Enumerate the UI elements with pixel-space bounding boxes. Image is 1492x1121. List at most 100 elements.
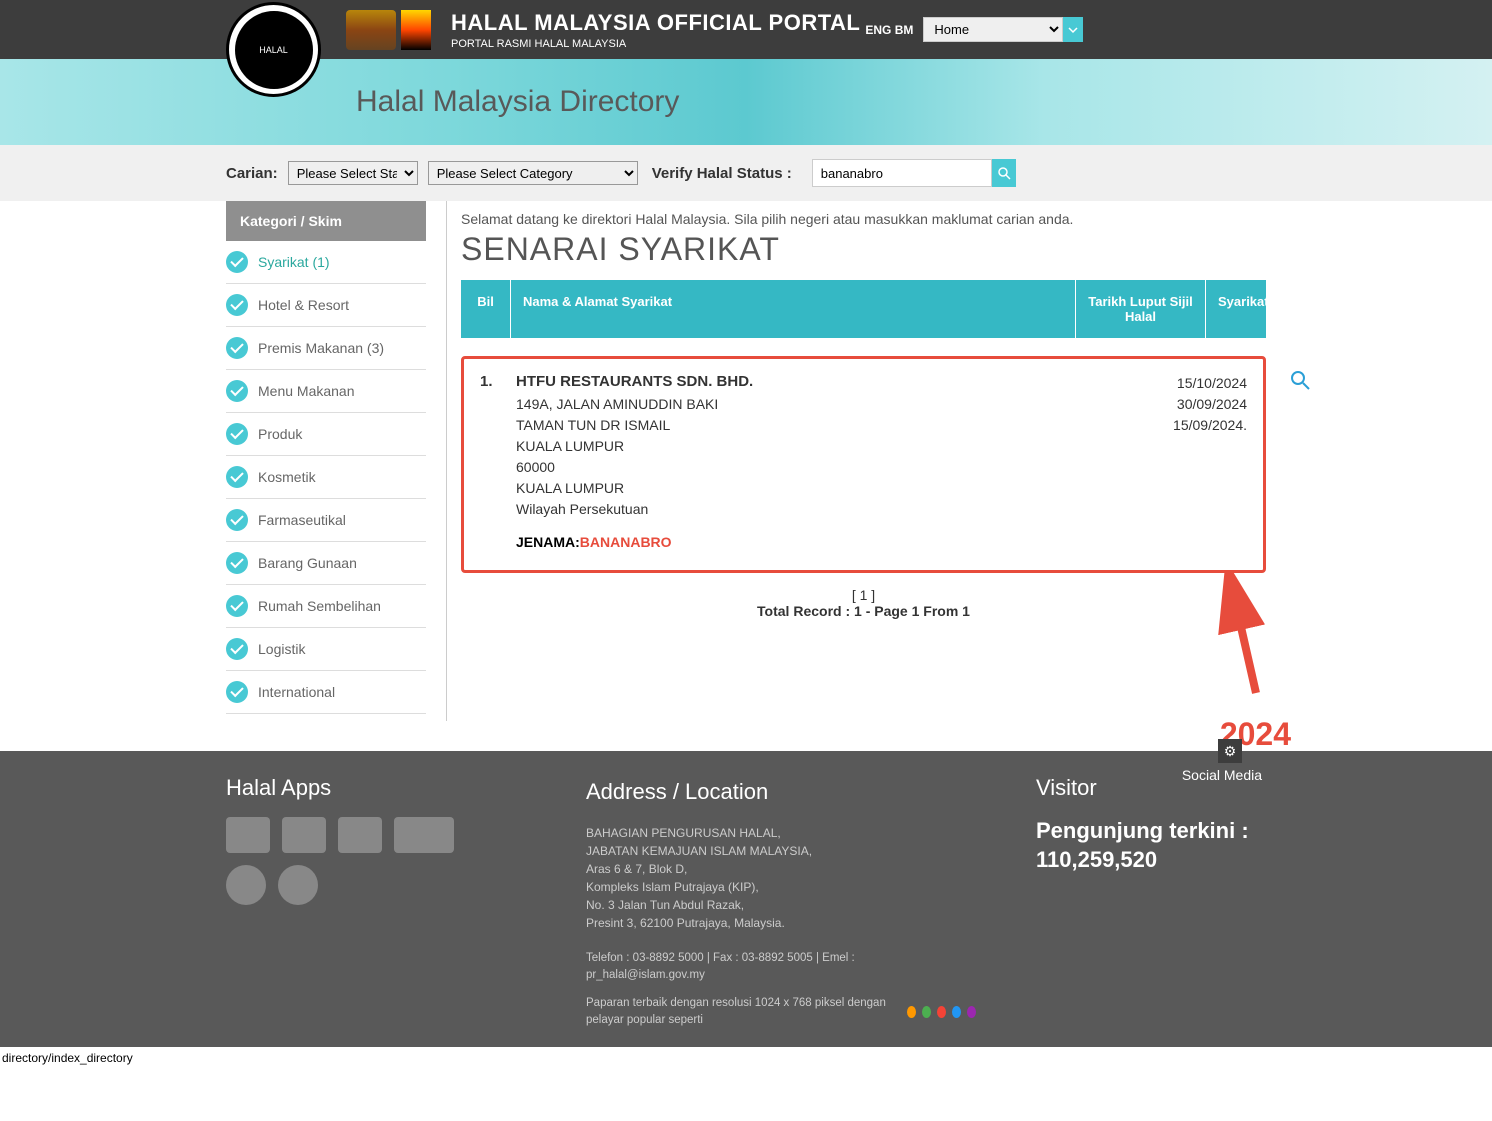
lang-bm-link[interactable]: BM: [895, 23, 914, 37]
portal-subtitle: PORTAL RASMI HALAL MALAYSIA: [451, 38, 860, 50]
sidebar-item-label: Logistik: [258, 641, 305, 657]
sidebar-item-rumah[interactable]: Rumah Sembelihan: [226, 585, 426, 628]
coat-of-arms-icon: [346, 10, 396, 50]
settings-gear-button[interactable]: ⚙: [1218, 739, 1242, 763]
check-icon: [226, 595, 248, 617]
check-icon: [226, 380, 248, 402]
browser-line: Paparan terbaik dengan resolusi 1024 x 7…: [586, 995, 976, 1030]
check-icon: [226, 251, 248, 273]
verify-label: Verify Halal Status :: [652, 165, 792, 182]
sidebar-item-menu[interactable]: Menu Makanan: [226, 370, 426, 413]
sidebar-item-label: Hotel & Resort: [258, 297, 349, 313]
page-heading: SENARAI SYARIKAT: [461, 231, 1266, 268]
footer: ⚙ Social Media Halal Apps Address / Loca…: [0, 751, 1492, 1047]
browser-icon: [922, 1006, 931, 1018]
check-icon: [226, 337, 248, 359]
gear-icon: ⚙: [1224, 743, 1237, 760]
halal-apps-title: Halal Apps: [226, 775, 526, 801]
check-icon: [226, 294, 248, 316]
search-bar: Carian: Please Select State Please Selec…: [0, 145, 1492, 201]
hero-title: Halal Malaysia Directory: [356, 85, 679, 119]
language-switcher: ENG BM: [865, 23, 913, 37]
state-select[interactable]: Please Select State: [288, 161, 418, 185]
app-icon[interactable]: [338, 817, 382, 853]
sidebar-item-label: International: [258, 684, 335, 700]
check-icon: [226, 681, 248, 703]
search-label: Carian:: [226, 165, 278, 182]
brand-line: JENAMA:BANANABRO: [516, 534, 1127, 550]
welcome-text: Selamat datang ke direktori Halal Malays…: [461, 211, 1266, 227]
search-icon: [997, 166, 1011, 180]
sidebar-item-farmaseutikal[interactable]: Farmaseutikal: [226, 499, 426, 542]
browser-icon: [967, 1006, 976, 1018]
sidebar-item-syarikat[interactable]: Syarikat (1): [226, 241, 426, 284]
visitor-label: Pengunjung terkini :: [1036, 817, 1266, 846]
sidebar-item-label: Rumah Sembelihan: [258, 598, 381, 614]
halal-logo: HALAL: [226, 2, 321, 97]
result-row: 1. HTFU RESTAURANTS SDN. BHD. 149A, JALA…: [461, 356, 1266, 573]
nav-select-group: Home: [923, 17, 1083, 42]
col-syarikat: Syarikat: [1206, 280, 1266, 338]
address-block: BAHAGIAN PENGURUSAN HALAL, JABATAN KEMAJ…: [586, 824, 976, 932]
sidebar-item-label: Produk: [258, 426, 302, 442]
expiry-dates: 15/10/2024 30/09/2024 15/09/2024.: [1127, 373, 1247, 550]
sidebar-item-international[interactable]: International: [226, 671, 426, 714]
verify-search-button[interactable]: [992, 159, 1016, 187]
sidebar-item-barang[interactable]: Barang Gunaan: [226, 542, 426, 585]
sidebar: Kategori / Skim Syarikat (1) Hotel & Res…: [226, 201, 426, 721]
sidebar-item-label: Premis Makanan (3): [258, 340, 384, 356]
app-icon[interactable]: [226, 865, 266, 905]
jakim-logo-icon: [401, 10, 431, 50]
result-bil: 1.: [480, 373, 516, 550]
company-address: 149A, JALAN AMINUDDIN BAKI TAMAN TUN DR …: [516, 394, 1127, 520]
address-title: Address / Location: [586, 775, 976, 808]
app-icon[interactable]: [282, 817, 326, 853]
annotation-arrow-icon: [1216, 573, 1276, 703]
browser-icon: [952, 1006, 961, 1018]
verify-input[interactable]: [812, 159, 992, 187]
view-detail-icon[interactable]: [1289, 369, 1311, 391]
col-bil: Bil: [461, 280, 511, 338]
sidebar-item-hotel[interactable]: Hotel & Resort: [226, 284, 426, 327]
halal-logo-text: HALAL: [235, 11, 313, 89]
table-header: Bil Nama & Alamat Syarikat Tarikh Luput …: [461, 280, 1266, 338]
check-icon: [226, 552, 248, 574]
sidebar-item-label: Barang Gunaan: [258, 555, 357, 571]
status-path: directory/index_directory: [0, 1047, 1492, 1069]
sidebar-item-kosmetik[interactable]: Kosmetik: [226, 456, 426, 499]
category-select[interactable]: Please Select Category: [428, 161, 638, 185]
app-icons-row: [226, 817, 526, 853]
check-icon: [226, 466, 248, 488]
check-icon: [226, 509, 248, 531]
social-media-label: Social Media: [1182, 767, 1262, 783]
sidebar-item-label: Kosmetik: [258, 469, 316, 485]
check-icon: [226, 423, 248, 445]
app-icon[interactable]: [226, 817, 270, 853]
hero-banner: Halal Malaysia Directory: [0, 59, 1492, 145]
browser-icon: [907, 1006, 916, 1018]
top-bar: HALAL HALAL MALAYSIA OFFICIAL PORTAL POR…: [0, 0, 1492, 59]
app-icon[interactable]: [394, 817, 454, 853]
col-date: Tarikh Luput Sijil Halal: [1076, 280, 1206, 338]
content-area: Selamat datang ke direktori Halal Malays…: [446, 201, 1266, 721]
col-name: Nama & Alamat Syarikat: [511, 280, 1076, 338]
sidebar-item-produk[interactable]: Produk: [226, 413, 426, 456]
pager-current: [ 1 ]: [461, 587, 1266, 603]
company-name: HTFU RESTAURANTS SDN. BHD.: [516, 373, 1127, 390]
sidebar-item-label: Farmaseutikal: [258, 512, 346, 528]
nav-select-go-button[interactable]: [1063, 17, 1083, 42]
portal-title: HALAL MALAYSIA OFFICIAL PORTAL: [451, 10, 860, 36]
lang-eng-link[interactable]: ENG: [865, 23, 891, 37]
chevron-down-icon: [1068, 25, 1078, 35]
sidebar-item-label: Menu Makanan: [258, 383, 355, 399]
pagination: [ 1 ] Total Record : 1 - Page 1 From 1: [461, 587, 1266, 619]
nav-select[interactable]: Home: [923, 17, 1063, 42]
browser-icon: [937, 1006, 946, 1018]
sidebar-item-label: Syarikat (1): [258, 254, 330, 270]
app-icon[interactable]: [278, 865, 318, 905]
pager-total: Total Record : 1 - Page 1 From 1: [461, 603, 1266, 619]
sidebar-item-premis[interactable]: Premis Makanan (3): [226, 327, 426, 370]
sidebar-item-logistik[interactable]: Logistik: [226, 628, 426, 671]
sidebar-header: Kategori / Skim: [226, 201, 426, 241]
portal-title-block: HALAL MALAYSIA OFFICIAL PORTAL PORTAL RA…: [451, 10, 860, 50]
